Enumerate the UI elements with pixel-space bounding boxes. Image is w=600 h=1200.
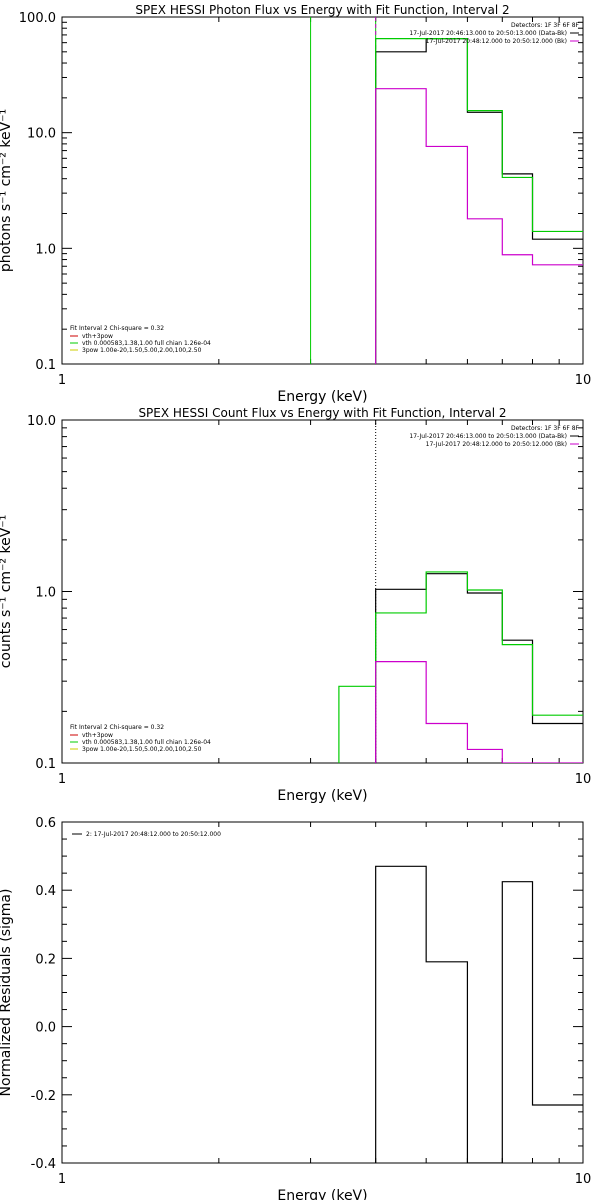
series-0-step-line — [375, 865, 583, 1163]
legend-entry-label: vth+3pow — [82, 732, 113, 739]
x-tick-label: 1 — [58, 373, 66, 388]
legend-entry-label: 17-Jul-2017 20:48:12.000 to 20:50:12.000… — [426, 38, 567, 45]
series-0-step-line — [375, 38, 583, 364]
legend-header: Fit Interval 2 Chi-square = 0.32 — [70, 724, 164, 731]
x-axis-label: Energy (keV) — [277, 1188, 367, 1200]
photon-flux-panel: 1 10 0.1 1.0 10.0 100.0 SPEX HESSI Photon Flux… — [0, 3, 591, 405]
legend-header: Detectors: 1F 3F 6F 8F — [511, 425, 580, 432]
count-flux-panel: 1 10 0.1 1.0 10.0 SPEX HESSI Count Flux vs En… — [0, 406, 591, 804]
y-tick-label: 0.0 — [35, 1021, 56, 1036]
legend-entry-label: 17-Jul-2017 20:46:13.000 to 20:50:13.000… — [409, 30, 567, 37]
residuals-panel: 1 10 -0.4 -0.2 0.0 0.2 0.4 0.6 Energy (keV) Norma… — [0, 816, 591, 1200]
legend-entry-label: 17-Jul-2017 20:48:12.000 to 20:50:12.000… — [426, 441, 567, 448]
y-tick-label: 100.0 — [19, 11, 56, 26]
y-tick-label: 0.1 — [35, 358, 56, 373]
y-tick-label: 1.0 — [35, 242, 56, 257]
y-axis-label: Normalized Residuals (sigma) — [0, 889, 14, 1097]
y-tick-label: 0.6 — [35, 816, 56, 831]
y-tick-label: 0.4 — [35, 884, 56, 899]
plot-frame — [61, 821, 584, 1164]
y-tick-label: 10.0 — [27, 414, 56, 429]
legend-entry-label: 2: 17-Jul-2017 20:48:12.000 to 20:50:12.… — [86, 831, 221, 838]
plot-frame — [61, 16, 584, 365]
x-axis-label: Energy (keV) — [277, 788, 367, 804]
plot-marks — [310, 17, 583, 364]
y-tick-label: 10.0 — [27, 127, 56, 142]
legend-entry-label: 3pow 1.00e-20,1.50,5.00,2.00,100,2.50 — [82, 347, 202, 354]
legend-entry-label: 3pow 1.00e-20,1.50,5.00,2.00,100,2.50 — [82, 746, 202, 753]
x-axis-label: Energy (keV) — [277, 389, 367, 405]
y-tick-label: -0.4 — [31, 1157, 56, 1172]
x-tick-label: 1 — [58, 772, 66, 787]
legend-header: Fit Interval 2 Chi-square = 0.32 — [70, 325, 164, 332]
chart-title: SPEX HESSI Photon Flux vs Energy with Fi… — [135, 3, 509, 17]
x-tick-label: 10 — [575, 1172, 592, 1187]
x-tick-label: 10 — [575, 772, 592, 787]
plot-marks — [375, 865, 583, 1163]
y-tick-label: -0.2 — [31, 1089, 56, 1104]
y-axis-label: counts s⁻¹ cm⁻² keV⁻¹ — [0, 515, 14, 669]
plot-marks — [338, 420, 583, 763]
series-1-step-line — [375, 38, 583, 364]
series-2-step-line — [375, 88, 583, 364]
x-tick-label: 10 — [575, 373, 592, 388]
series-2-step-line — [375, 661, 583, 763]
y-tick-label: 0.2 — [35, 952, 56, 967]
legend-entry-label: 17-Jul-2017 20:46:13.000 to 20:50:13.000… — [409, 433, 567, 440]
x-tick-label: 1 — [58, 1172, 66, 1187]
plot-frame — [61, 419, 584, 764]
y-tick-label: 0.1 — [35, 757, 56, 772]
y-tick-label: 1.0 — [35, 586, 56, 601]
series-0-step-line — [375, 573, 583, 763]
legend-entry-label: vth 0.000583,1.38,1.00 full chian 1.26e-… — [82, 739, 211, 746]
legend-header: Detectors: 1F 3F 6F 8F — [511, 22, 580, 29]
chart-title: SPEX HESSI Count Flux vs Energy with Fit… — [138, 406, 506, 420]
legend-entry-label: vth+3pow — [82, 333, 113, 340]
legend-entry-label: vth 0.000583,1.38,1.00 full chian 1.26e-… — [82, 340, 211, 347]
y-axis-label: photons s⁻¹ cm⁻² keV⁻¹ — [0, 109, 14, 272]
